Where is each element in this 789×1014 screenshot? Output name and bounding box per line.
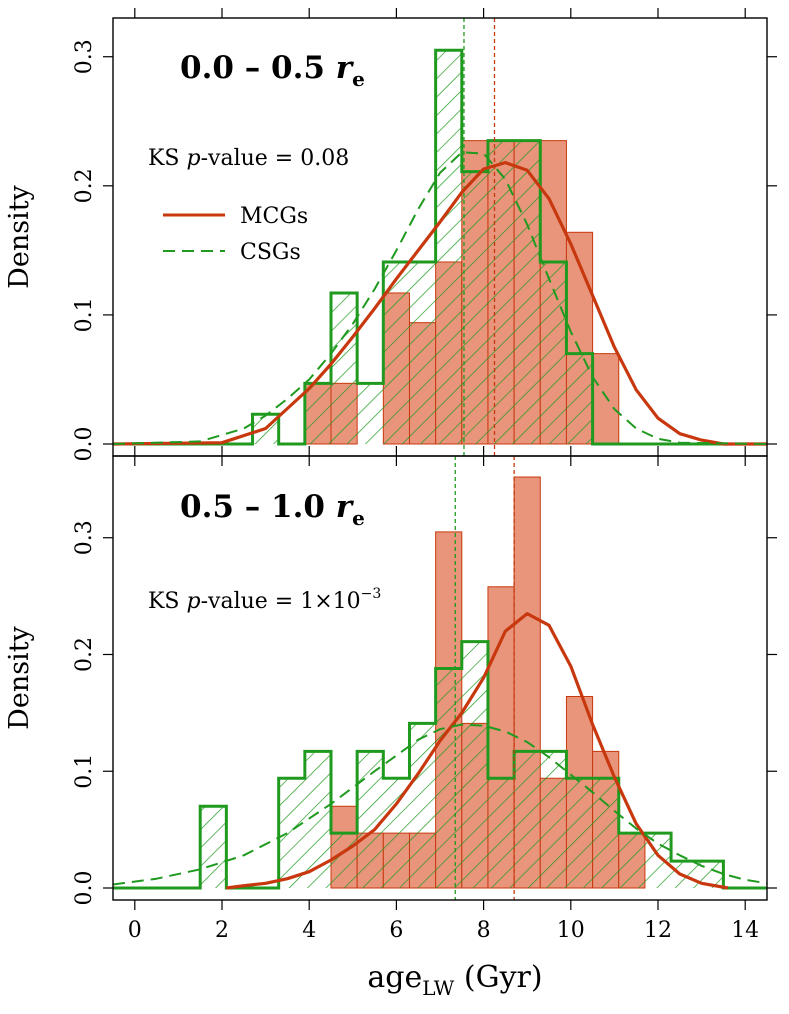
csg-histogram-outline xyxy=(113,640,767,890)
csg-bar xyxy=(461,641,488,888)
panel-label: 0.0 – 0.5 re xyxy=(180,50,365,91)
csg-bar xyxy=(487,140,515,445)
legend-csg-label: CSGs xyxy=(240,240,301,265)
csg-histogram-outline xyxy=(113,48,767,446)
csg-bar xyxy=(514,140,541,445)
ks-annotation: KS p-value = 0.08 xyxy=(148,146,349,171)
csg-bar xyxy=(357,383,384,444)
csg-bar xyxy=(383,778,410,888)
csg-histogram xyxy=(113,48,767,446)
y-axis-label: Density xyxy=(4,625,35,729)
ks-annotation: KS p-value = 1×10−3 xyxy=(148,586,381,614)
csg-bar xyxy=(200,806,227,888)
x-tick-label: 8 xyxy=(477,918,491,943)
csg-bar xyxy=(540,261,567,444)
csg-bar xyxy=(487,778,515,888)
csg-bar xyxy=(461,171,488,445)
y-tick-label: 0.3 xyxy=(72,520,97,555)
x-tick-label: 4 xyxy=(302,918,316,943)
axes: 0.0 0.1 0.2 0.3 0 2 4 6 8 10 12 14 xyxy=(72,446,777,943)
x-axis-label: ageLW (Gyr) xyxy=(367,960,542,1000)
y-tick-label: 0.0 xyxy=(72,427,97,462)
csg-bar xyxy=(409,261,436,444)
density-curves xyxy=(113,612,767,890)
x-tick-label: 0 xyxy=(128,918,142,943)
mcg-density-curve xyxy=(113,161,767,446)
csg-bar xyxy=(357,751,384,888)
csg-bar xyxy=(514,751,541,888)
panel-top: 0.0 0.1 0.2 0.3 0.0 – 0.5 re KS p-value = 0… xyxy=(4,8,777,466)
y-tick-label: 0.1 xyxy=(72,297,97,332)
mcg-bar xyxy=(592,353,620,445)
csg-bar xyxy=(331,292,358,444)
median-lines xyxy=(454,456,515,900)
csg-bar xyxy=(592,778,619,888)
plot-frame xyxy=(112,455,768,901)
csg-bar xyxy=(435,668,462,888)
csg-bar xyxy=(618,833,645,888)
csg-bar xyxy=(435,50,462,444)
x-tick-label: 12 xyxy=(644,918,672,943)
density-curves xyxy=(113,151,767,446)
csg-bar xyxy=(304,383,331,444)
median-lines xyxy=(463,18,496,456)
x-tick-label: 10 xyxy=(557,918,585,943)
y-tick-label: 0.2 xyxy=(72,637,97,672)
y-tick-label: 0.2 xyxy=(72,168,97,203)
x-tick-label: 6 xyxy=(389,918,403,943)
legend: MCGs CSGs xyxy=(163,204,308,265)
panel-bottom: 0.0 0.1 0.2 0.3 0 2 4 6 8 10 12 14 0.5 – 1.0 re KS … xyxy=(4,446,777,943)
axes: 0.0 0.1 0.2 0.3 xyxy=(72,8,777,466)
csg-bar xyxy=(409,723,436,888)
y-tick-label: 0.0 xyxy=(72,871,97,906)
csg-bar xyxy=(540,751,567,888)
legend-mcg-label: MCGs xyxy=(240,204,308,229)
mcg-density-curve xyxy=(226,612,729,890)
csg-bar xyxy=(566,778,593,888)
csg-bar xyxy=(331,833,358,888)
y-tick-label: 0.1 xyxy=(72,754,97,789)
csg-density-curve xyxy=(113,151,767,445)
x-tick-label: 14 xyxy=(731,918,759,943)
y-axis-label: Density xyxy=(4,184,35,288)
panel-label: 0.5 – 1.0 re xyxy=(180,489,365,530)
csg-histogram xyxy=(113,640,767,890)
csg-bar xyxy=(278,778,305,888)
y-tick-label: 0.3 xyxy=(72,39,97,74)
x-tick-label: 2 xyxy=(215,918,229,943)
csg-density-curve xyxy=(113,723,767,886)
